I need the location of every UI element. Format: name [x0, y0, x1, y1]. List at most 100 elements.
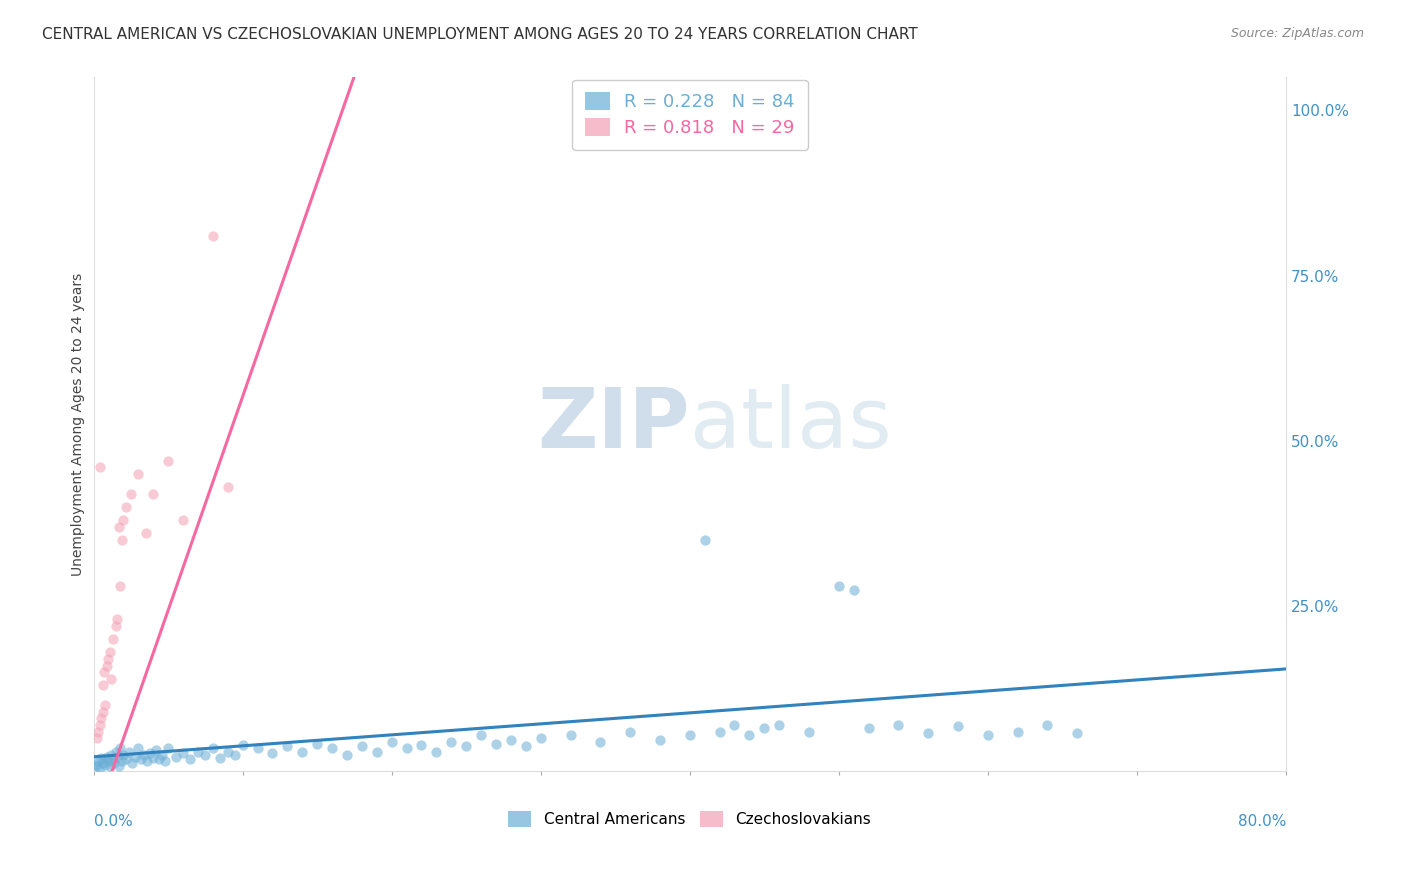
Point — [1036, 718, 1059, 732]
Point — [89, 761, 111, 775]
Point — [108, 759, 131, 773]
Point — [127, 741, 149, 756]
Point — [381, 734, 404, 748]
Point — [150, 747, 173, 762]
Point — [86, 731, 108, 746]
Point — [101, 632, 124, 647]
Point — [768, 718, 790, 732]
Point — [172, 746, 194, 760]
Point — [96, 749, 118, 764]
Point — [679, 728, 702, 742]
Point — [112, 747, 135, 762]
Point — [107, 749, 129, 764]
Point — [94, 698, 117, 713]
Point — [127, 467, 149, 481]
Point — [209, 751, 232, 765]
Y-axis label: Unemployment Among Ages 20 to 24 years: Unemployment Among Ages 20 to 24 years — [72, 273, 86, 576]
Point — [1066, 726, 1088, 740]
Point — [91, 756, 114, 771]
Point — [101, 752, 124, 766]
Point — [111, 533, 134, 547]
Point — [100, 672, 122, 686]
Point — [124, 749, 146, 764]
Point — [107, 612, 129, 626]
Point — [96, 658, 118, 673]
Point — [172, 513, 194, 527]
Point — [336, 747, 359, 762]
Point — [91, 705, 114, 719]
Point — [738, 728, 761, 742]
Point — [589, 734, 612, 748]
Text: ZIP: ZIP — [537, 384, 690, 465]
Point — [165, 749, 187, 764]
Legend: Central Americans, Czechoslovakians: Central Americans, Czechoslovakians — [502, 805, 877, 833]
Point — [90, 711, 112, 725]
Point — [104, 745, 127, 759]
Point — [87, 755, 110, 769]
Point — [262, 746, 284, 760]
Point — [858, 722, 880, 736]
Point — [89, 718, 111, 732]
Point — [115, 500, 138, 514]
Point — [530, 731, 553, 746]
Point — [87, 724, 110, 739]
Point — [246, 741, 269, 756]
Point — [157, 454, 180, 468]
Point — [350, 739, 373, 754]
Point — [194, 747, 217, 762]
Point — [440, 734, 463, 748]
Point — [217, 480, 239, 494]
Point — [917, 726, 939, 740]
Text: Source: ZipAtlas.com: Source: ZipAtlas.com — [1230, 27, 1364, 40]
Point — [1007, 724, 1029, 739]
Point — [224, 747, 246, 762]
Point — [187, 745, 209, 759]
Point — [98, 645, 121, 659]
Point — [94, 757, 117, 772]
Point — [276, 739, 298, 754]
Point — [110, 579, 132, 593]
Point — [425, 745, 447, 759]
Point — [111, 755, 134, 769]
Point — [470, 728, 492, 742]
Point — [142, 487, 165, 501]
Text: 80.0%: 80.0% — [1237, 814, 1286, 830]
Point — [134, 747, 156, 762]
Point — [100, 747, 122, 762]
Point — [110, 741, 132, 756]
Point — [118, 745, 141, 759]
Point — [93, 752, 115, 766]
Point — [411, 738, 433, 752]
Point — [709, 724, 731, 739]
Point — [112, 513, 135, 527]
Point — [135, 526, 157, 541]
Point — [723, 718, 745, 732]
Point — [115, 752, 138, 766]
Point — [321, 741, 343, 756]
Point — [97, 652, 120, 666]
Point — [887, 718, 910, 732]
Point — [84, 757, 107, 772]
Point — [97, 755, 120, 769]
Point — [89, 460, 111, 475]
Point — [946, 719, 969, 733]
Text: CENTRAL AMERICAN VS CZECHOSLOVAKIAN UNEMPLOYMENT AMONG AGES 20 TO 24 YEARS CORRE: CENTRAL AMERICAN VS CZECHOSLOVAKIAN UNEM… — [42, 27, 918, 42]
Point — [86, 759, 108, 773]
Point — [104, 619, 127, 633]
Point — [485, 737, 508, 751]
Point — [201, 741, 224, 756]
Text: 0.0%: 0.0% — [94, 814, 132, 830]
Point — [797, 724, 820, 739]
Point — [828, 579, 851, 593]
Point — [90, 751, 112, 765]
Point — [148, 752, 170, 766]
Point — [754, 722, 776, 736]
Point — [201, 229, 224, 244]
Point — [153, 755, 176, 769]
Point — [619, 724, 641, 739]
Point — [145, 743, 167, 757]
Point — [103, 756, 125, 771]
Point — [560, 728, 582, 742]
Point — [121, 756, 143, 771]
Point — [129, 752, 152, 766]
